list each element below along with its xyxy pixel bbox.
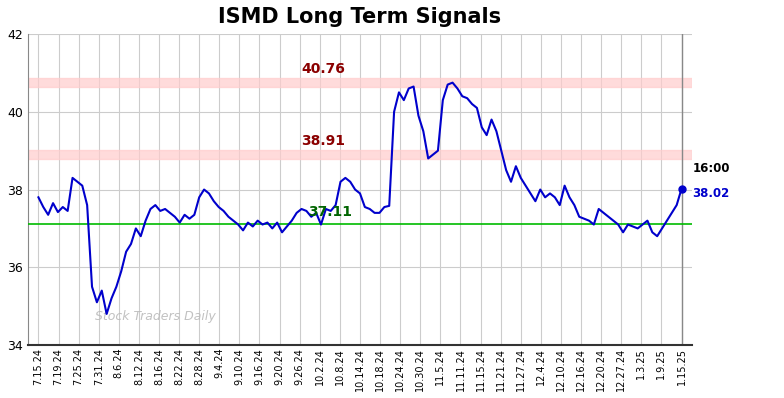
Bar xyxy=(28,150,691,159)
Bar xyxy=(28,78,691,87)
Text: 38.91: 38.91 xyxy=(302,135,346,148)
Text: 40.76: 40.76 xyxy=(302,62,346,76)
Text: 38.02: 38.02 xyxy=(692,187,730,200)
Text: Stock Traders Daily: Stock Traders Daily xyxy=(95,310,216,323)
Text: 16:00: 16:00 xyxy=(692,162,730,175)
Text: 37.11: 37.11 xyxy=(308,205,352,219)
Title: ISMD Long Term Signals: ISMD Long Term Signals xyxy=(219,7,502,27)
